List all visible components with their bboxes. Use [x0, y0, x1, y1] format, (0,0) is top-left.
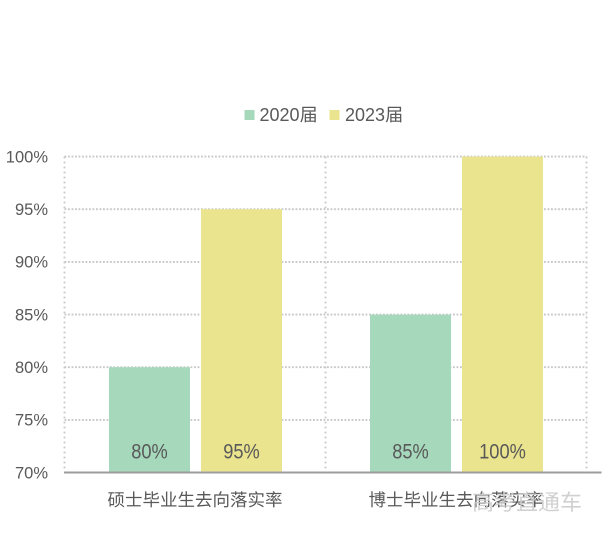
- svg-text:75%: 75%: [15, 412, 48, 430]
- svg-text:100%: 100%: [6, 148, 49, 166]
- svg-text:100%: 100%: [479, 440, 526, 464]
- svg-text:2023: 2023: [345, 105, 385, 125]
- svg-text:70%: 70%: [15, 464, 48, 482]
- svg-text:85%: 85%: [392, 440, 429, 464]
- svg-text:85%: 85%: [15, 306, 48, 324]
- svg-text:90%: 90%: [15, 254, 48, 272]
- svg-text:80%: 80%: [15, 359, 48, 377]
- svg-text:95%: 95%: [15, 201, 48, 219]
- svg-text:95%: 95%: [223, 440, 260, 464]
- svg-text:2020: 2020: [260, 105, 300, 125]
- svg-text:80%: 80%: [131, 440, 168, 464]
